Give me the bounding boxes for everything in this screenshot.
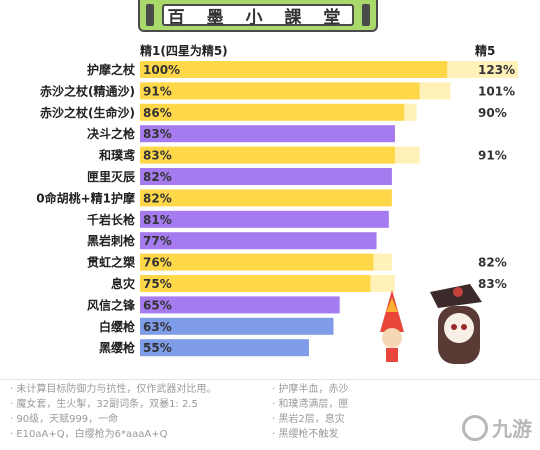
category-label: 黑岩刺枪: [87, 233, 135, 248]
value-label-refine1: 91%: [143, 84, 172, 98]
footer-divider: [0, 379, 540, 380]
category-label: 匣里灭辰: [87, 169, 135, 184]
header-refine5: 精5: [475, 44, 496, 58]
value-label-refine1: 82%: [143, 170, 172, 184]
category-label: 风信之锋: [87, 297, 136, 312]
category-label: 千岩长枪: [87, 212, 135, 227]
category-label: 决斗之枪: [87, 126, 135, 141]
bar-chart: 护摩之杖 100% 123% 赤沙之杖(精通沙) 91% 101% 赤沙之杖(生命沙) 86%…: [36, 61, 518, 357]
category-label: 白缨枪: [99, 319, 135, 334]
value-label-refine1: 75%: [143, 277, 172, 291]
bar-refine1: [140, 125, 395, 143]
title-banner: 百 墨 小 課 堂: [138, 0, 378, 32]
value-label-refine5: 90%: [478, 106, 507, 120]
bar-refine1: [140, 210, 389, 228]
logo-text: 九游: [492, 417, 532, 441]
category-label: 黑缨枪: [99, 340, 135, 355]
value-label-refine1: 83%: [143, 127, 172, 141]
mascot-figure: [380, 284, 482, 364]
category-label: 0命胡桃+精1护摩: [36, 190, 135, 205]
bar-refine1: [140, 232, 377, 250]
note-item: 和璞鸢满层，匣: [272, 397, 348, 412]
value-label-refine5: 101%: [478, 84, 515, 98]
value-label-refine1: 81%: [143, 213, 172, 227]
bar-refine1: [140, 168, 392, 185]
bar-refine1: [140, 317, 334, 335]
value-label-refine1: 77%: [143, 234, 172, 248]
value-label-refine1: 83%: [143, 149, 172, 163]
character-illustration: [360, 272, 510, 386]
note-item: 黑缨枪不触发: [272, 427, 348, 442]
note-item: 魔女套，生火掣，32副词条，双暴1: 2.5: [10, 397, 216, 412]
category-label: 和璞鸢: [98, 148, 135, 163]
category-label: 贯虹之槊: [87, 255, 136, 270]
note-item: 黑岩2层，息灾: [272, 412, 348, 427]
value-label-refine5: 82%: [478, 256, 507, 270]
bar-refine1: [140, 275, 371, 292]
logo-mark-icon: [462, 414, 488, 441]
value-label-refine5: 83%: [478, 277, 507, 291]
bar-refine1: [140, 253, 374, 271]
banner-title: 百 墨 小 課 堂: [162, 4, 354, 28]
bar-refine1: [140, 103, 405, 121]
category-label: 息灾: [111, 276, 136, 291]
bar-refine1: [140, 61, 448, 78]
note-item: E10aA+Q，白缨枪为6*aaaA+Q: [10, 427, 216, 442]
footer-notes-left: 未计算目标防御力与抗性，仅作武器对比用。 魔女套，生火掣，32副词条，双暴1: …: [10, 382, 216, 442]
value-label-refine1: 63%: [143, 320, 172, 334]
value-label-refine1: 86%: [143, 106, 172, 120]
site-logo: 九游: [462, 413, 532, 442]
value-label-refine1: 65%: [143, 298, 172, 312]
value-label-refine5: 123%: [478, 63, 515, 77]
bar-refine1: [140, 296, 340, 314]
bar-refine1: [140, 146, 395, 164]
value-label-refine1: 55%: [143, 341, 172, 355]
bar-refine1: [140, 189, 392, 207]
note-item: 护摩半血，赤沙: [272, 382, 348, 397]
banner-deco-right: [362, 4, 370, 26]
category-label: 赤沙之杖(精通沙): [40, 83, 135, 98]
header-refine1: 精1(四星为精5): [140, 44, 228, 58]
category-label: 赤沙之杖(生命沙): [40, 105, 135, 120]
value-label-refine1: 76%: [143, 256, 172, 270]
value-label-refine5: 91%: [478, 149, 507, 163]
footer-notes-right: 护摩半血，赤沙 和璞鸢满层，匣 黑岩2层，息灾 黑缨枪不触发: [272, 382, 348, 442]
banner-deco-left: [146, 4, 154, 26]
category-label: 护摩之杖: [87, 62, 136, 77]
note-item: 90级，天赋999，一命: [10, 412, 216, 427]
bar-refine1: [140, 339, 309, 357]
value-label-refine1: 82%: [143, 191, 172, 205]
note-item: 未计算目标防御力与抗性，仅作武器对比用。: [10, 382, 216, 397]
value-label-refine1: 100%: [143, 63, 180, 77]
bar-refine1: [140, 82, 420, 100]
